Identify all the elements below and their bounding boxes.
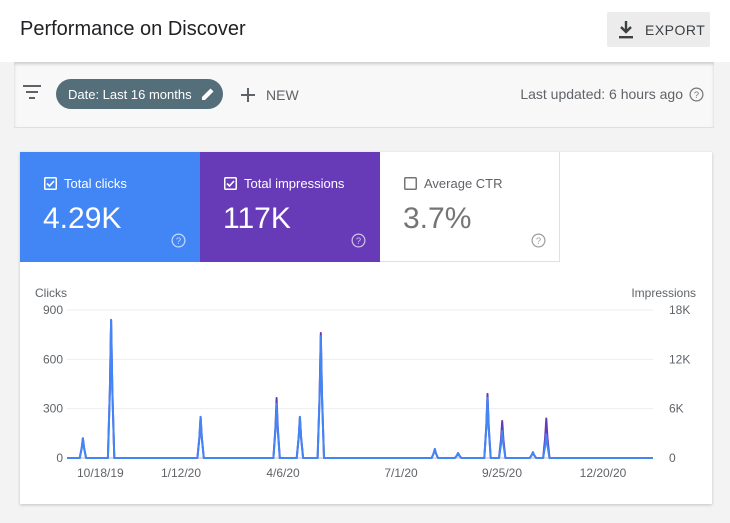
metric-total-impressions[interactable]: Total impressions 117K ? xyxy=(200,152,380,262)
edit-pencil-icon xyxy=(201,88,214,100)
checkbox-unchecked-icon[interactable] xyxy=(404,177,417,190)
help-icon[interactable]: ? xyxy=(531,233,546,248)
date-filter-chip[interactable]: Date: Last 16 months xyxy=(56,79,223,109)
svg-text:?: ? xyxy=(694,89,699,99)
metric-total-clicks[interactable]: Total clicks 4.29K ? xyxy=(20,152,200,262)
y-left-tick-label: 600 xyxy=(43,352,63,366)
help-icon[interactable]: ? xyxy=(171,233,186,248)
x-tick-label: 12/20/20 xyxy=(580,466,627,480)
y-axis-left-label: Clicks xyxy=(35,286,67,300)
filter-bar: Date: Last 16 months NEW Last updated: 6… xyxy=(14,62,714,128)
export-label: EXPORT xyxy=(645,21,706,38)
impressions-series-line xyxy=(67,318,653,459)
performance-card: Total clicks 4.29K ? Total impressions 1… xyxy=(20,152,712,504)
help-icon[interactable]: ? xyxy=(689,87,704,102)
y-right-tick-label: 18K xyxy=(669,303,690,317)
x-tick-label: 7/1/20 xyxy=(384,466,418,480)
last-updated: Last updated: 6 hours ago ? xyxy=(520,86,704,102)
date-chip-label: Date: Last 16 months xyxy=(68,86,192,102)
y-right-tick-label: 0 xyxy=(669,451,676,465)
new-filter-label: NEW xyxy=(266,87,299,103)
clicks-series-line xyxy=(67,318,653,459)
y-left-tick-label: 300 xyxy=(43,402,63,416)
svg-text:?: ? xyxy=(356,236,361,246)
x-tick-label: 4/6/20 xyxy=(266,466,300,480)
performance-chart: Clicks Impressions 900 18K 600 12K 300 6K 0 0 10/1… xyxy=(35,286,696,480)
page-title: Performance on Discover xyxy=(20,18,246,40)
metric-value: 3.7% xyxy=(403,202,472,235)
y-left-tick-label: 0 xyxy=(56,451,63,465)
x-tick-label: 9/25/20 xyxy=(482,466,522,480)
filter-icon[interactable] xyxy=(22,84,42,100)
metric-label: Average CTR xyxy=(424,176,503,191)
plus-icon xyxy=(241,88,255,102)
metric-value: 4.29K xyxy=(43,202,122,235)
new-filter-button[interactable]: NEW xyxy=(240,82,299,108)
x-tick-label: 1/12/20 xyxy=(161,466,201,480)
y-right-tick-label: 6K xyxy=(669,402,684,416)
y-left-tick-label: 900 xyxy=(43,303,63,317)
metric-label: Total impressions xyxy=(244,176,345,191)
checkbox-checked-icon[interactable] xyxy=(224,177,237,190)
metric-label: Total clicks xyxy=(64,176,127,191)
y-axis-right-label: Impressions xyxy=(631,286,696,300)
last-updated-text: Last updated: 6 hours ago xyxy=(520,86,683,102)
checkbox-checked-icon[interactable] xyxy=(44,177,57,190)
metric-value: 117K xyxy=(223,202,291,235)
metric-average-ctr[interactable]: Average CTR 3.7% ? xyxy=(380,152,560,262)
y-right-tick-label: 12K xyxy=(669,352,690,366)
x-tick-label: 10/18/19 xyxy=(77,466,124,480)
export-button[interactable]: EXPORT xyxy=(607,12,710,47)
svg-text:?: ? xyxy=(176,236,181,246)
help-icon[interactable]: ? xyxy=(351,233,366,248)
download-icon xyxy=(619,20,633,38)
page-header: Performance on Discover EXPORT xyxy=(0,0,730,62)
svg-text:?: ? xyxy=(536,236,541,246)
